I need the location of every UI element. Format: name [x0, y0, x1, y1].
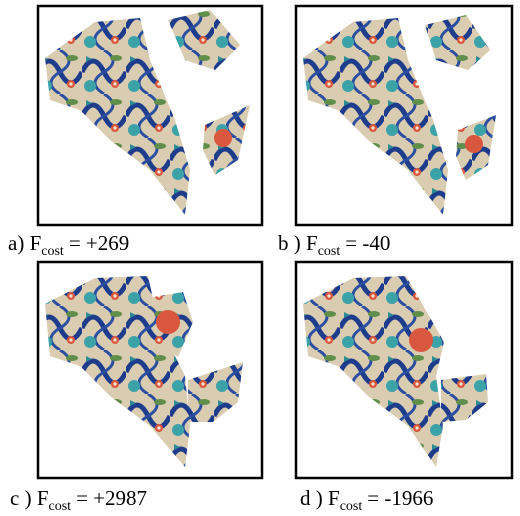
caption: a) Fcost = +269 [8, 231, 129, 259]
caption: d ) Fcost = -1966 [300, 486, 433, 514]
caption-value: = +269 [69, 231, 129, 255]
fragment [45, 276, 190, 467]
panel [294, 4, 514, 227]
caption-label: d ) [300, 486, 323, 510]
fragment [303, 276, 444, 467]
fragment [45, 18, 190, 215]
caption-label: b ) [278, 231, 301, 255]
caption: c ) Fcost = +2987 [10, 486, 147, 514]
caption-symbol: F [328, 486, 340, 510]
fragment [425, 15, 490, 70]
panel [36, 260, 264, 480]
fragment [441, 374, 488, 422]
rosette [214, 129, 232, 147]
fragment [303, 18, 448, 215]
rosette [156, 310, 180, 334]
fragment [188, 362, 243, 422]
caption-label: a) [8, 231, 24, 255]
panel [36, 4, 264, 227]
rosette [465, 135, 483, 153]
caption-symbol: F [37, 486, 49, 510]
caption: b ) Fcost = -40 [278, 231, 390, 259]
caption-subscript: cost [41, 244, 64, 259]
caption-subscript: cost [318, 244, 341, 259]
caption-subscript: cost [49, 499, 72, 514]
caption-symbol: F [306, 231, 318, 255]
caption-subscript: cost [340, 499, 363, 514]
caption-symbol: F [30, 231, 42, 255]
rosette [409, 328, 433, 352]
panel [294, 260, 514, 480]
fragment [168, 10, 240, 70]
caption-value: = +2987 [76, 486, 147, 510]
caption-value: = -40 [345, 231, 390, 255]
caption-value: = -1966 [367, 486, 433, 510]
caption-label: c ) [10, 486, 32, 510]
